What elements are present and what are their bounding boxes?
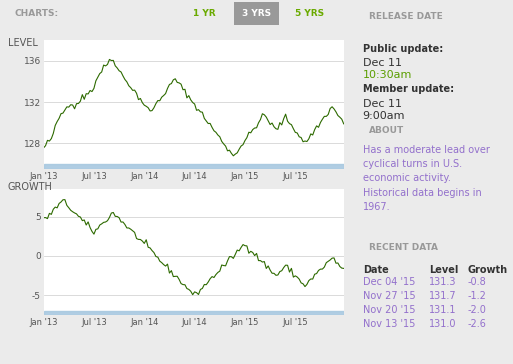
Text: 131.1: 131.1 (429, 305, 457, 315)
Text: -1.2: -1.2 (468, 291, 487, 301)
Text: 1 YR: 1 YR (192, 9, 215, 18)
Text: Dec 04 '15: Dec 04 '15 (363, 277, 415, 287)
Text: 5 YRS: 5 YRS (294, 9, 324, 18)
Text: Dec 11: Dec 11 (363, 58, 402, 68)
Text: Nov 20 '15: Nov 20 '15 (363, 305, 415, 315)
Text: -0.8: -0.8 (468, 277, 487, 287)
Text: 131.7: 131.7 (429, 291, 457, 301)
Text: Dec 11: Dec 11 (363, 99, 402, 109)
Text: -2.6: -2.6 (468, 319, 487, 329)
Bar (44, 164, 344, 169)
Text: 3 YRS: 3 YRS (242, 9, 271, 18)
FancyBboxPatch shape (234, 2, 280, 25)
Text: Date: Date (363, 265, 388, 275)
Text: Growth: Growth (468, 265, 508, 275)
Text: RELEASE DATE: RELEASE DATE (369, 12, 443, 21)
Text: ABOUT: ABOUT (369, 126, 404, 135)
Text: 131.3: 131.3 (429, 277, 457, 287)
Bar (44, 311, 344, 315)
Text: Member update:: Member update: (363, 84, 454, 94)
Text: GROWTH: GROWTH (8, 182, 52, 192)
Text: -2.0: -2.0 (468, 305, 487, 315)
Text: RECENT DATA: RECENT DATA (369, 243, 438, 252)
Text: Nov 13 '15: Nov 13 '15 (363, 319, 415, 329)
Text: 9:00am: 9:00am (363, 111, 405, 120)
Text: Level: Level (429, 265, 459, 275)
Text: CHARTS:: CHARTS: (14, 9, 58, 18)
Text: Nov 27 '15: Nov 27 '15 (363, 291, 416, 301)
Text: Has a moderate lead over
cyclical turns in U.S.
economic activity.
Historical da: Has a moderate lead over cyclical turns … (363, 145, 489, 212)
Text: LEVEL: LEVEL (8, 38, 37, 48)
Text: 131.0: 131.0 (429, 319, 457, 329)
Text: Public update:: Public update: (363, 44, 443, 54)
Text: 10:30am: 10:30am (363, 70, 412, 80)
